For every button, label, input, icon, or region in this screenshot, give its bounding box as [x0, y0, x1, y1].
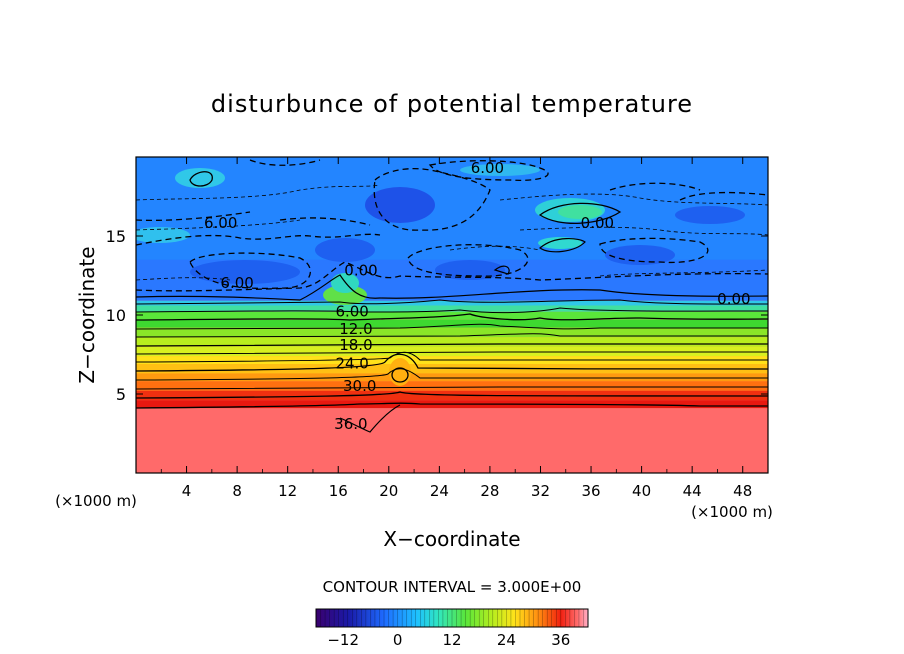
- contour-interval-text: CONTOUR INTERVAL = 3.000E+00: [323, 578, 582, 596]
- color-band: [136, 373, 768, 382]
- contour-label: 6.00: [335, 303, 368, 321]
- colorbar-tick-label: 36: [551, 631, 570, 649]
- colorbar-ticks: −12 0 12 24 36: [327, 631, 570, 649]
- color-band: [136, 337, 768, 347]
- x-axis-label: X−coordinate: [383, 527, 520, 551]
- contour-label: 18.0: [339, 336, 372, 354]
- x-tick-label: 20: [379, 482, 398, 500]
- colorbar-tick-label: 24: [497, 631, 516, 649]
- color-band: [136, 346, 768, 357]
- x-tick-label: 16: [329, 482, 348, 500]
- upper-layer-tint: [136, 157, 768, 260]
- contour-label: 30.0: [343, 377, 376, 395]
- color-band: [136, 381, 768, 391]
- contour-label: 0.00: [581, 214, 614, 232]
- colorbar-tick-label: 0: [393, 631, 403, 649]
- y-tick-label: 10: [106, 306, 126, 325]
- contour-label: 36.0: [334, 415, 367, 433]
- color-band: [136, 319, 768, 328]
- contour-label: 12.0: [339, 320, 372, 338]
- x-tick-label: 8: [232, 482, 242, 500]
- color-band: [136, 305, 768, 312]
- y-tick-label: 5: [116, 385, 126, 404]
- x-tick-label: 24: [430, 482, 449, 500]
- x-unit-left: (×1000 m): [55, 492, 137, 510]
- dashed-contours: [136, 159, 768, 292]
- heatmap-field: 6.006.006.000.000.000.006.0012.018.024.0…: [136, 157, 768, 473]
- x-tick-label: 40: [632, 482, 651, 500]
- contour-label: 6.00: [204, 214, 237, 232]
- contour-label: 0.00: [344, 262, 377, 280]
- x-tick-label: 48: [733, 482, 752, 500]
- contour-label: 24.0: [335, 355, 368, 373]
- colorbar-segments: [315, 609, 589, 627]
- color-band: [136, 300, 768, 306]
- upper-patches: [136, 164, 745, 386]
- y-axis-label: Z−coordinate: [75, 246, 99, 383]
- contour-label: 6.00: [220, 274, 253, 292]
- y-axis: 5 10 15: [106, 227, 768, 404]
- colorbar-tick-label: −12: [327, 631, 359, 649]
- color-band: [136, 408, 768, 473]
- color-bands: [136, 157, 768, 473]
- contour-lines: [136, 171, 768, 433]
- x-tick-label: 32: [531, 482, 550, 500]
- chart-title: disturbunce of potential temperature: [211, 90, 693, 118]
- contour-label: 6.00: [471, 159, 504, 177]
- x-tick-label: 12: [278, 482, 297, 500]
- colorbar-tick-label: 12: [442, 631, 461, 649]
- x-tick-label: 36: [581, 482, 600, 500]
- thin-dashed-contours: [136, 184, 768, 281]
- colorbar: [315, 608, 589, 628]
- contour-label: 0.00: [717, 290, 750, 308]
- color-band: [136, 327, 768, 338]
- y-tick-label: 15: [106, 227, 126, 246]
- x-unit-right: (×1000 m): [691, 503, 773, 521]
- contour-labels: 6.006.006.000.000.000.006.0012.018.024.0…: [204, 159, 751, 433]
- x-tick-label: 4: [182, 482, 192, 500]
- x-tick-label: 28: [480, 482, 499, 500]
- x-axis: 4 8 12 16 20 24 28 32 36 40 44 48: [160, 157, 752, 500]
- x-tick-label: 44: [683, 482, 702, 500]
